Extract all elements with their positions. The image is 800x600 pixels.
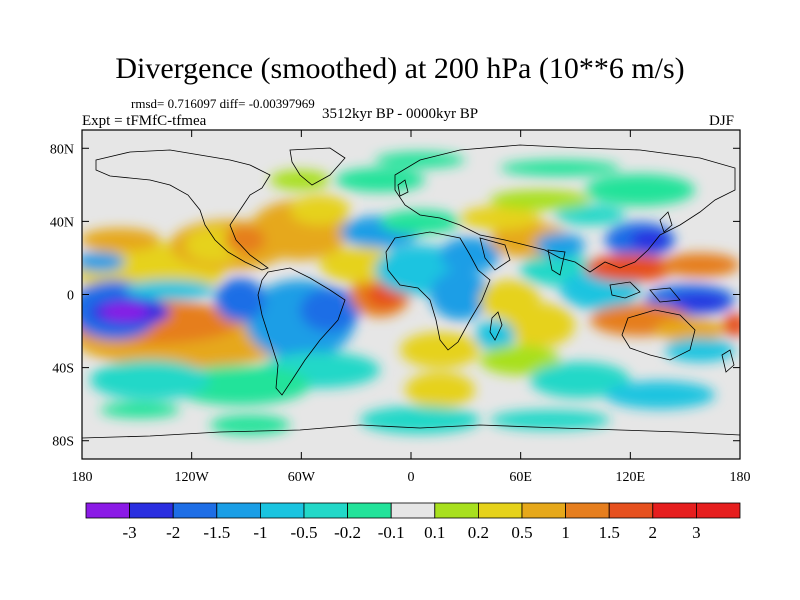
lon-tick-label: 60W <box>288 470 316 485</box>
lon-tick-label: 60E <box>509 470 532 485</box>
colorbar-label: -1 <box>253 523 267 542</box>
plot-title: Divergence (smoothed) at 200 hPa (10**6 … <box>115 52 685 85</box>
colorbar-label: 1.5 <box>599 523 620 542</box>
colorbar-label: -1.5 <box>203 523 230 542</box>
lon-tick-label: 120W <box>175 470 210 485</box>
colorbar-swatch <box>652 502 697 519</box>
colorbar-swatch <box>390 502 436 519</box>
colorbar-swatch <box>129 502 174 519</box>
lon-tick-label: 0 <box>408 470 415 485</box>
experiment-label: Expt = tFMfC-tfmea <box>82 113 207 129</box>
lat-tick-label: 80S <box>52 435 74 450</box>
lat-tick-label: 40S <box>52 362 74 377</box>
lon-tick-label: 120E <box>616 470 646 485</box>
colorbar-swatch <box>565 502 610 519</box>
colorbar-swatch <box>259 502 305 519</box>
colorbar-label: 0.5 <box>511 523 532 542</box>
colorbar-swatch <box>696 502 741 519</box>
stats-text: rmsd= 0.716097 diff= -0.00397969 <box>131 96 315 111</box>
colorbar-label: 3 <box>692 523 701 542</box>
colorbar-swatch <box>477 502 523 519</box>
lon-tick-label: 180 <box>730 470 751 485</box>
colorbar-swatch <box>347 502 392 519</box>
colorbar-swatch <box>521 502 566 519</box>
season-label: DJF <box>709 113 735 129</box>
colorbar-swatch <box>85 502 130 519</box>
colorbar-label: -0.1 <box>378 523 405 542</box>
lat-tick-label: 40N <box>50 215 74 230</box>
coastlines <box>82 144 740 439</box>
colorbar-swatch <box>608 502 654 519</box>
axis-ticks: 80N 40N 0 40S 80S 180 120W 60W 0 60E 120E 180 <box>50 130 751 485</box>
colorbar-label: 2 <box>649 523 658 542</box>
lat-tick-label: 0 <box>67 289 74 304</box>
colorbar-swatch <box>216 502 261 519</box>
colorbar: -3 -2 -1.5 -1 -0.5 -0.2 -0.1 0.1 0.2 0.5 1 1.5 2 3 <box>85 502 741 542</box>
colorbar-label: 0.2 <box>468 523 489 542</box>
period-label: 3512kyr BP - 0000kyr BP <box>322 106 479 122</box>
colorbar-label: -2 <box>166 523 180 542</box>
colorbar-label: 1 <box>561 523 570 542</box>
colorbar-label: -0.2 <box>334 523 361 542</box>
lon-tick-label: 180 <box>72 470 93 485</box>
lat-tick-label: 80N <box>50 142 74 157</box>
colorbar-swatch <box>303 502 348 519</box>
colorbar-label: -3 <box>123 523 137 542</box>
divergence-field <box>82 152 740 435</box>
colorbar-swatch <box>434 502 479 519</box>
colorbar-label: 0.1 <box>424 523 445 542</box>
colorbar-swatch <box>172 502 218 519</box>
colorbar-label: -0.5 <box>291 523 318 542</box>
